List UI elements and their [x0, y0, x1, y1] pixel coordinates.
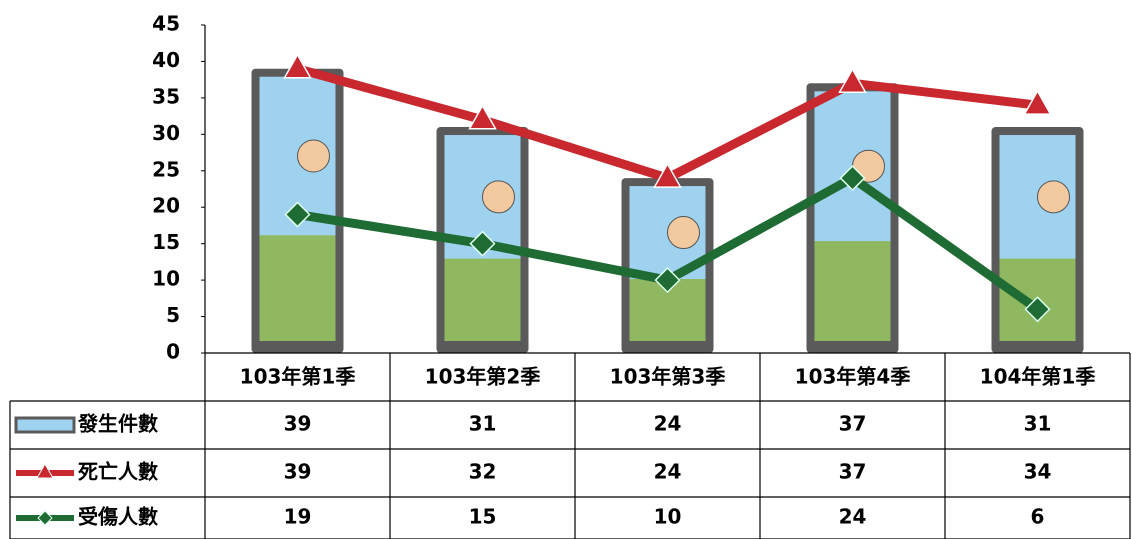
table-value: 31	[469, 412, 497, 436]
line-marker	[1024, 296, 1051, 323]
table-value: 24	[654, 460, 682, 484]
y-tick-label: 15	[152, 230, 180, 254]
line-marker	[653, 162, 682, 188]
table-value: 39	[284, 460, 312, 484]
bar-ground	[259, 235, 336, 341]
table-value: 10	[654, 505, 682, 529]
table-value: 24	[839, 505, 867, 529]
y-tick-label: 35	[152, 84, 180, 108]
x-tick-label: 103年第4季	[795, 365, 911, 389]
line-marker	[283, 53, 312, 79]
bar-figure	[1037, 180, 1070, 214]
bar-ground	[444, 258, 521, 341]
x-tick-label: 104年第1季	[980, 365, 1096, 389]
table-value: 15	[469, 505, 497, 529]
bar-figure	[297, 139, 330, 173]
legend-label: 死亡人數	[78, 460, 158, 484]
x-tick-label: 103年第1季	[240, 365, 356, 389]
y-tick-label: 5	[166, 303, 180, 327]
legend-marker	[37, 510, 53, 526]
line-marker	[469, 230, 496, 257]
bar-group	[806, 83, 899, 354]
x-tick-label: 103年第2季	[425, 365, 541, 389]
y-tick-label: 45	[152, 12, 180, 36]
table-value: 37	[839, 412, 867, 436]
table-value: 6	[1031, 505, 1045, 529]
legend-swatch	[14, 416, 76, 434]
table-value: 34	[1024, 460, 1052, 484]
y-tick-label: 10	[152, 267, 180, 291]
y-tick-label: 0	[166, 340, 180, 364]
y-tick-label: 25	[152, 157, 180, 181]
legend-label: 發生件數	[77, 412, 158, 436]
table-value: 39	[284, 412, 312, 436]
line-marker	[284, 201, 311, 228]
line-marker	[654, 267, 681, 294]
table-value: 31	[1024, 412, 1052, 436]
line-marker	[839, 165, 866, 192]
legend-label: 受傷人數	[78, 505, 158, 529]
bar-figure	[482, 180, 515, 214]
bar-figure	[667, 216, 700, 250]
bar-group	[621, 178, 714, 353]
x-tick-label: 103年第3季	[610, 365, 726, 389]
bar-ground	[814, 241, 891, 341]
y-tick-label: 20	[152, 194, 180, 218]
y-tick-label: 40	[152, 48, 180, 72]
table-value: 19	[284, 505, 312, 529]
line-marker	[1023, 89, 1052, 115]
line-marker	[838, 67, 867, 94]
table-value: 32	[469, 460, 497, 484]
y-tick-label: 30	[152, 121, 180, 145]
line-marker	[468, 104, 497, 130]
table-value: 37	[839, 460, 867, 484]
table-value: 24	[654, 412, 682, 436]
legend-marker	[36, 462, 54, 479]
line	[296, 64, 1039, 183]
